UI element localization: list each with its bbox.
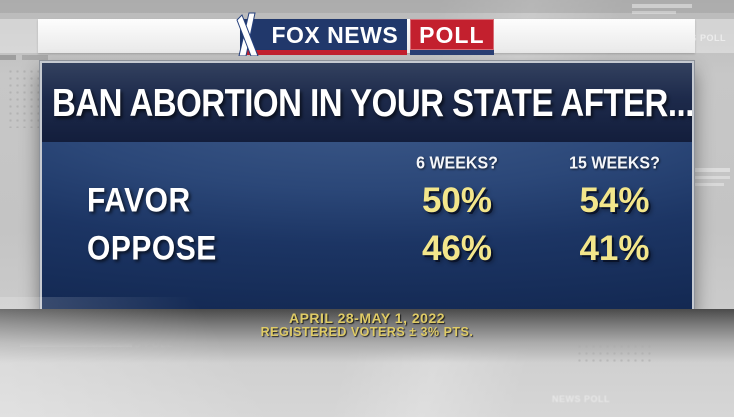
background-texture-bar (694, 168, 730, 172)
headline-bar: BAN ABORTION IN YOUR STATE AFTER... (42, 63, 692, 142)
background-texture-bar (694, 176, 730, 179)
table-row: OPPOSE 46% 41% (42, 225, 692, 272)
value-oppose-6-weeks: 46% (421, 228, 493, 268)
table-header-row: 6 WEEKS? 15 WEEKS? (42, 154, 692, 173)
panel-drop-shadow (0, 309, 734, 363)
fox-news-logo-box: FOX NEWS (235, 12, 408, 57)
row-label-favor: FAVOR (87, 180, 191, 219)
value-favor-6-weeks: 50% (421, 180, 493, 220)
poll-logo-box: POLL (410, 19, 494, 55)
logo-band: FOX NEWS POLL (38, 12, 695, 57)
background-texture-bar (632, 4, 692, 8)
background-top-strip (0, 0, 734, 13)
background-texture-bar (22, 55, 48, 60)
poll-panel: BAN ABORTION IN YOUR STATE AFTER... 6 WE… (40, 61, 694, 311)
column-header-15-weeks: 15 WEEKS? (569, 154, 660, 173)
watermark-text: NEWS POLL (552, 394, 610, 404)
poll-methodology-note: APRIL 28-MAY 1, 2022 REGISTERED VOTERS ±… (0, 311, 734, 339)
value-oppose-15-weeks: 41% (579, 228, 650, 268)
poll-date-text: APRIL 28-MAY 1, 2022 (288, 310, 446, 326)
poll-logo-text: POLL (419, 21, 485, 48)
poll-results-table: 6 WEEKS? 15 WEEKS? FAVOR 50% 54% OPPOSE … (42, 142, 692, 309)
poll-sample-text: REGISTERED VOTERS ± 3% PTS. (260, 324, 474, 339)
background-texture-bar (694, 183, 724, 186)
background-texture-bar (0, 55, 16, 60)
fox-news-logo-text: FOX NEWS (271, 21, 399, 48)
table-row: FAVOR 50% 54% (42, 177, 692, 224)
column-header-6-weeks: 6 WEEKS? (416, 154, 498, 173)
background-texture-bar (632, 11, 676, 14)
value-favor-15-weeks: 54% (579, 180, 650, 220)
searchlight-icon (235, 12, 265, 62)
row-label-oppose: OPPOSE (87, 228, 217, 267)
fox-news-poll-logo: FOX NEWS POLL (235, 12, 494, 57)
headline-text: BAN ABORTION IN YOUR STATE AFTER... (52, 80, 692, 124)
